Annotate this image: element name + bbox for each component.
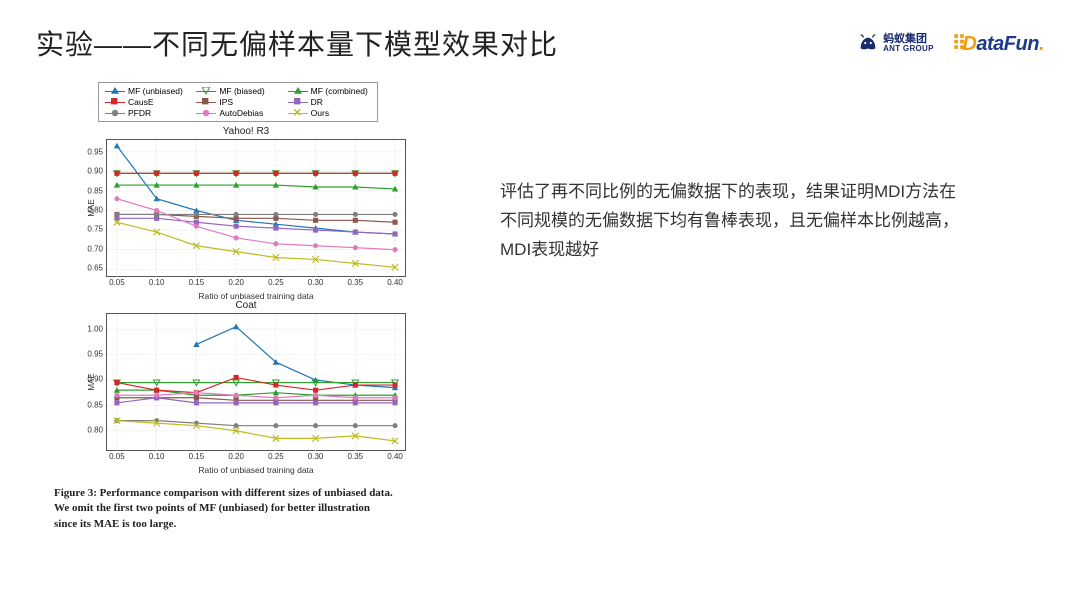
chart-yahoo-title: Yahoo! R3 <box>78 126 414 137</box>
datafun-logo: ⠿DataFun. <box>952 31 1044 56</box>
chart-coat-plot: MAE 0.800.850.900.951.00 0.050.100.150.2… <box>106 313 406 451</box>
coat-svg <box>107 314 405 451</box>
ant-group-logo: 蚂蚁集团 ANT GROUP <box>857 32 934 54</box>
legend-item: MF (combined) <box>288 86 371 96</box>
ant-icon <box>857 32 879 54</box>
description-text: 评估了再不同比例的无偏数据下的表现，结果证明MDI方法在不同规模的无偏数据下均有… <box>500 178 960 265</box>
legend-item: IPS <box>196 97 279 107</box>
chart-yahoo-plot: MAE 0.650.700.750.800.850.900.95 0.050.1… <box>106 139 406 277</box>
yahoo-yticks: 0.650.700.750.800.850.900.95 <box>83 140 105 276</box>
x-axis-label-2: Ratio of unbiased training data <box>106 465 406 475</box>
legend-item: CausE <box>105 97 188 107</box>
chart-coat: Coat MAE 0.800.850.900.951.00 0.050.100.… <box>78 300 414 468</box>
ant-cn-label: 蚂蚁集团 <box>883 34 934 45</box>
legend-item: Ours <box>288 108 371 118</box>
legend-item: MF (biased) <box>196 86 279 96</box>
legend-item: MF (unbiased) <box>105 86 188 96</box>
yahoo-svg <box>107 140 405 277</box>
yahoo-xticks: 0.050.100.150.200.250.300.350.40 <box>107 278 405 290</box>
figure-column: MF (unbiased) MF (biased) MF (combined) Cau… <box>54 82 414 532</box>
legend-item: DR <box>288 97 371 107</box>
logos: 蚂蚁集团 ANT GROUP ⠿DataFun. <box>857 31 1044 56</box>
coat-yticks: 0.800.850.900.951.00 <box>83 314 105 450</box>
legend-item: PFDR <box>105 108 188 118</box>
legend-item: AutoDebias <box>196 108 279 118</box>
ant-en-label: ANT GROUP <box>883 45 934 53</box>
chart-coat-title: Coat <box>78 300 414 311</box>
page-title: 实验——不同无偏样本量下模型效果对比 <box>36 23 558 63</box>
coat-xticks: 0.050.100.150.200.250.300.350.40 <box>107 452 405 464</box>
chart-legend: MF (unbiased) MF (biased) MF (combined) Cau… <box>98 82 378 122</box>
chart-yahoo: Yahoo! R3 MAE 0.650.700.750.800.850.900.… <box>78 126 414 294</box>
header: 实验——不同无偏样本量下模型效果对比 蚂蚁集团 ANT GROUP ⠿DataF… <box>36 18 1044 68</box>
figure-caption: Figure 3: Performance comparison with di… <box>54 486 394 532</box>
